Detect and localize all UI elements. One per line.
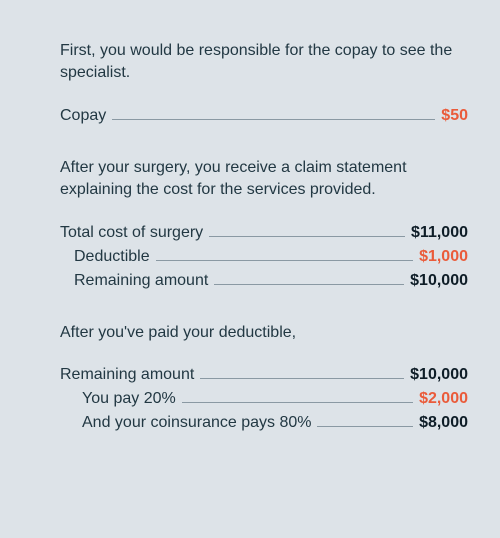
copay-value: $50 — [441, 107, 468, 125]
remaining-2-label: Remaining amount — [60, 366, 194, 384]
total-cost-label: Total cost of surgery — [60, 224, 203, 242]
leader-line — [112, 119, 435, 120]
line-item-total-cost: Total cost of surgery $11,000 — [60, 224, 468, 242]
remaining-2-value: $10,000 — [410, 366, 468, 384]
leader-line — [317, 426, 413, 427]
intro-paragraph-3: After you've paid your deductible, — [60, 322, 468, 344]
line-item-remaining-2: Remaining amount $10,000 — [60, 366, 468, 384]
leader-line — [209, 236, 405, 237]
line-item-remaining-1: Remaining amount $10,000 — [60, 272, 468, 290]
you-pay-label: You pay 20% — [82, 390, 176, 408]
leader-line — [156, 260, 413, 261]
line-item-deductible: Deductible $1,000 — [60, 248, 468, 266]
line-item-copay: Copay $50 — [60, 107, 468, 125]
coinsurance-label: And your coinsurance pays 80% — [82, 414, 311, 432]
copay-label: Copay — [60, 107, 106, 125]
total-cost-value: $11,000 — [411, 224, 468, 242]
remaining-label: Remaining amount — [74, 272, 208, 290]
line-item-you-pay: You pay 20% $2,000 — [60, 390, 468, 408]
leader-line — [214, 284, 404, 285]
intro-paragraph-1: First, you would be responsible for the … — [60, 40, 468, 85]
line-item-coinsurance: And your coinsurance pays 80% $8,000 — [60, 414, 468, 432]
remaining-value: $10,000 — [410, 272, 468, 290]
deductible-label: Deductible — [74, 248, 150, 266]
you-pay-value: $2,000 — [419, 390, 468, 408]
intro-paragraph-2: After your surgery, you receive a claim … — [60, 157, 468, 202]
coinsurance-value: $8,000 — [419, 414, 468, 432]
leader-line — [182, 402, 413, 403]
leader-line — [200, 378, 404, 379]
deductible-value: $1,000 — [419, 248, 468, 266]
